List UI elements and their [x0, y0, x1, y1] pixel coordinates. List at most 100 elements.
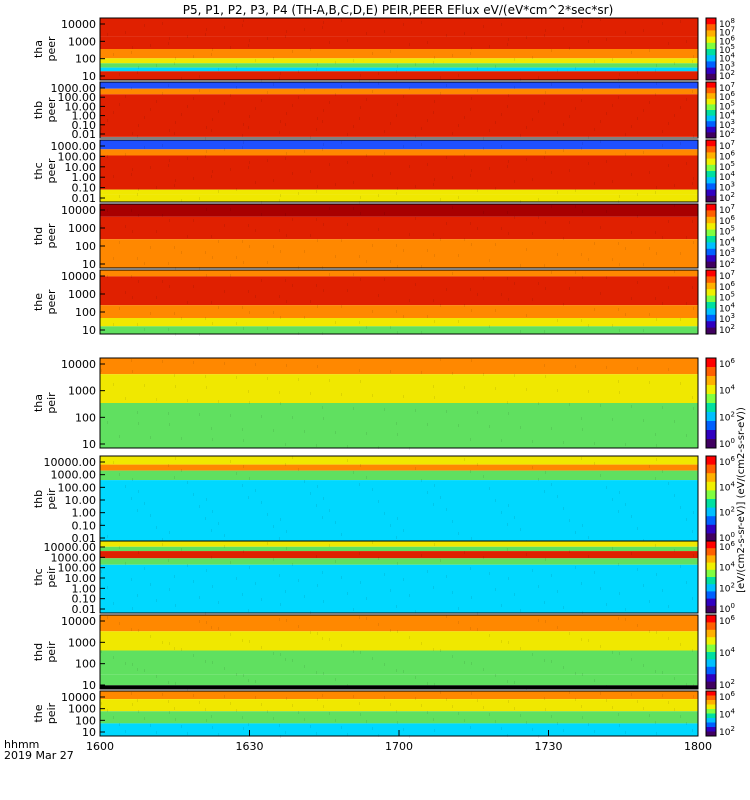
- noise-mark: [174, 647, 175, 650]
- colorbar-segment: [706, 295, 716, 303]
- noise-mark: [470, 222, 471, 225]
- noise-mark: [655, 721, 656, 724]
- noise-mark: [359, 369, 360, 372]
- noise-mark: [304, 665, 305, 668]
- noise-mark: [464, 386, 465, 389]
- noise-mark: [680, 142, 681, 145]
- noise-mark: [619, 85, 620, 88]
- noise-mark: [218, 627, 219, 630]
- noise-mark: [137, 257, 138, 260]
- noise-mark: [323, 672, 324, 675]
- noise-mark: [600, 692, 601, 695]
- colorbar-segment: [706, 210, 716, 218]
- noise-mark: [316, 555, 317, 558]
- noise-mark: [304, 595, 305, 598]
- noise-mark: [156, 230, 157, 233]
- noise-mark: [347, 459, 348, 462]
- ytick-the-peer-1: 1000: [68, 288, 96, 301]
- noise-mark: [193, 493, 194, 496]
- colorbar-segment: [706, 261, 716, 269]
- noise-mark: [434, 683, 435, 686]
- noise-mark: [378, 623, 379, 626]
- noise-mark: [557, 389, 558, 392]
- noise-mark: [433, 61, 434, 64]
- noise-mark: [323, 223, 324, 226]
- colorbar-segment: [706, 189, 716, 197]
- noise-mark: [212, 170, 213, 173]
- noise-mark: [384, 696, 385, 699]
- noise-mark: [335, 321, 336, 324]
- noise-mark: [174, 575, 175, 578]
- noise-mark: [674, 677, 675, 680]
- noise-mark: [470, 52, 471, 55]
- noise-mark: [508, 38, 509, 41]
- colorbar-tick-the-peir-0: 106: [719, 690, 735, 703]
- noise-mark: [353, 650, 354, 653]
- noise-mark: [292, 218, 293, 221]
- noise-mark: [668, 482, 669, 485]
- noise-mark: [372, 244, 373, 247]
- noise-mark: [125, 31, 126, 34]
- colorbar-segment: [706, 61, 716, 69]
- noise-mark: [286, 152, 287, 155]
- band-thc-peer-4: [100, 194, 698, 202]
- noise-mark: [409, 43, 410, 46]
- panel-label-the-peir-sat: the: [32, 704, 45, 722]
- noise-mark: [656, 318, 657, 321]
- noise-mark: [347, 133, 348, 136]
- noise-mark: [206, 274, 207, 277]
- noise-mark: [693, 55, 694, 58]
- ytick-tha-peir-2: 100: [75, 411, 96, 424]
- noise-mark: [212, 510, 213, 513]
- noise-mark: [508, 641, 509, 644]
- noise-mark: [323, 21, 324, 24]
- noise-mark: [175, 682, 176, 685]
- noise-mark: [249, 161, 250, 164]
- noise-mark: [575, 672, 576, 675]
- colorbar-segment: [706, 718, 716, 723]
- noise-mark: [310, 492, 311, 495]
- noise-mark: [581, 253, 582, 256]
- noise-mark: [520, 647, 521, 650]
- noise-mark: [181, 437, 182, 440]
- noise-mark: [292, 704, 293, 707]
- noise-mark: [181, 251, 182, 254]
- noise-mark: [261, 99, 262, 102]
- noise-mark: [107, 119, 108, 122]
- noise-mark: [230, 633, 231, 636]
- noise-mark: [273, 311, 274, 314]
- noise-mark: [396, 710, 397, 713]
- colorbar-segment: [706, 204, 716, 211]
- noise-mark: [316, 218, 317, 221]
- noise-mark: [131, 692, 132, 695]
- noise-mark: [544, 34, 545, 37]
- noise-mark: [501, 23, 502, 26]
- noise-mark: [471, 309, 472, 312]
- noise-mark: [606, 685, 607, 688]
- noise-mark: [243, 550, 244, 553]
- noise-mark: [471, 47, 472, 50]
- noise-mark: [279, 618, 280, 621]
- noise-mark: [680, 106, 681, 109]
- noise-mark: [230, 561, 231, 564]
- colorbar-segment: [706, 412, 716, 422]
- noise-mark: [175, 718, 176, 721]
- noise-mark: [230, 208, 231, 211]
- noise-mark: [101, 650, 102, 653]
- noise-mark: [612, 547, 613, 550]
- noise-mark: [471, 97, 472, 100]
- ytick-thc-peer-2: 10.00: [65, 161, 97, 174]
- noise-mark: [674, 420, 675, 423]
- noise-mark: [489, 259, 490, 262]
- noise-mark: [280, 120, 281, 123]
- ytick-thb-peer-3: 1.00: [72, 110, 97, 123]
- noise-mark: [409, 299, 410, 302]
- ytick-thb-peir-1: 1000.00: [51, 469, 97, 482]
- noise-mark: [230, 702, 231, 705]
- noise-mark: [464, 154, 465, 157]
- noise-mark: [206, 126, 207, 129]
- noise-mark: [273, 245, 274, 248]
- noise-mark: [162, 144, 163, 147]
- noise-mark: [107, 275, 108, 278]
